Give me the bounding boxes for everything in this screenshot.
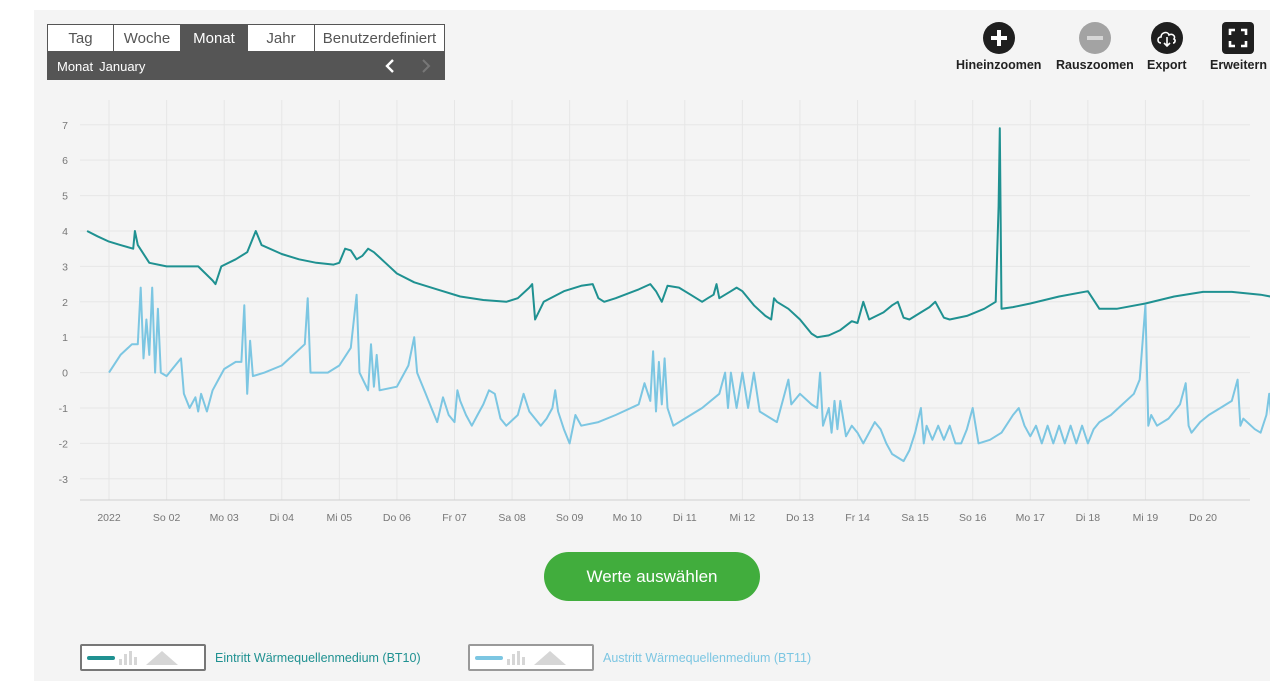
- line-series-icon: [475, 651, 566, 665]
- y-tick-label: 2: [62, 297, 68, 309]
- x-tick-label: Fr 14: [845, 512, 870, 524]
- y-tick-label: 6: [62, 155, 68, 167]
- x-tick-label: Sa 08: [498, 512, 526, 524]
- y-tick-label: 5: [62, 191, 68, 203]
- zoom-out-label: Rauszoomen: [1056, 58, 1134, 72]
- y-tick-label: -3: [59, 474, 68, 486]
- x-tick-label: 2022: [97, 512, 121, 524]
- x-tick-label: Di 04: [269, 512, 294, 524]
- cloud-download-icon: [1150, 22, 1183, 54]
- series-line-bt11: [108, 286, 1270, 463]
- tab-monat[interactable]: Monat: [181, 25, 248, 51]
- tab-woche[interactable]: Woche: [114, 25, 181, 51]
- period-subbar: Monat January: [47, 52, 445, 80]
- period-type-label: Monat: [57, 58, 94, 74]
- series-line-bt10: [86, 127, 1270, 339]
- tab-tag[interactable]: Tag: [48, 25, 114, 51]
- tab-jahr[interactable]: Jahr: [248, 25, 315, 51]
- legend-toggle-bt10[interactable]: [80, 644, 206, 671]
- x-tick-label: Mo 10: [613, 512, 642, 524]
- temperature-chart[interactable]: 2022 So 02 Mo 03 Di 04 Mi 05 Do 06 Fr 07 Sa 08 S…: [34, 95, 1270, 535]
- minus-circle-icon: [1078, 22, 1111, 54]
- x-tick-label: Fr 07: [442, 512, 467, 524]
- legend-item-bt10[interactable]: Eintritt Wärmequellenmedium (BT10): [80, 644, 421, 671]
- zoom-in-button[interactable]: Hineinzoomen: [956, 22, 1041, 72]
- y-tick-label: 7: [62, 120, 68, 132]
- zoom-out-button[interactable]: Rauszoomen: [1056, 22, 1134, 72]
- x-tick-label: Mo 17: [1016, 512, 1045, 524]
- x-tick-label: Do 06: [383, 512, 411, 524]
- legend-label-bt11: Austritt Wärmequellenmedium (BT11): [603, 650, 812, 665]
- line-series-icon: [87, 651, 178, 665]
- legend-item-bt11[interactable]: Austritt Wärmequellenmedium (BT11): [468, 644, 811, 671]
- y-tick-label: 1: [62, 332, 68, 344]
- period-tabs: Tag Woche Monat Jahr Benutzerdefiniert: [47, 24, 445, 52]
- y-tick-label: -1: [59, 403, 68, 415]
- expand-label: Erweitern: [1210, 58, 1267, 72]
- x-tick-label: So 09: [556, 512, 584, 524]
- expand-button[interactable]: Erweitern: [1186, 22, 1267, 72]
- x-tick-label: Mi 19: [1133, 512, 1159, 524]
- chevron-left-icon[interactable]: [381, 56, 401, 76]
- y-tick-label: 4: [62, 226, 68, 238]
- x-tick-label: Sa 15: [901, 512, 929, 524]
- x-tick-label: Di 18: [1076, 512, 1101, 524]
- plus-circle-icon: [982, 22, 1015, 54]
- select-values-button[interactable]: Werte auswählen: [544, 552, 760, 601]
- legend-toggle-bt11[interactable]: [468, 644, 594, 671]
- chevron-right-icon[interactable]: [415, 56, 435, 76]
- x-tick-label: Di 11: [673, 512, 697, 524]
- export-button[interactable]: Export: [1147, 22, 1187, 72]
- period-selector: Tag Woche Monat Jahr Benutzerdefiniert M…: [47, 24, 445, 80]
- period-value: January: [99, 58, 146, 74]
- legend-label-bt10: Eintritt Wärmequellenmedium (BT10): [215, 650, 421, 665]
- x-tick-label: Mo 03: [210, 512, 239, 524]
- x-tick-label: Mi 05: [326, 512, 352, 524]
- zoom-in-label: Hineinzoomen: [956, 58, 1042, 72]
- x-tick-label: Mi 12: [730, 512, 756, 524]
- x-tick-label: Do 13: [786, 512, 814, 524]
- y-tick-label: 3: [62, 261, 68, 273]
- x-tick-label: So 02: [153, 512, 181, 524]
- y-tick-label: 0: [62, 368, 68, 380]
- export-label: Export: [1147, 58, 1187, 72]
- x-tick-label: So 16: [959, 512, 987, 524]
- fullscreen-icon: [1222, 22, 1255, 54]
- x-tick-label: Do 20: [1189, 512, 1217, 524]
- y-tick-label: -2: [59, 438, 68, 450]
- tab-benutzerdefiniert[interactable]: Benutzerdefiniert: [322, 29, 437, 47]
